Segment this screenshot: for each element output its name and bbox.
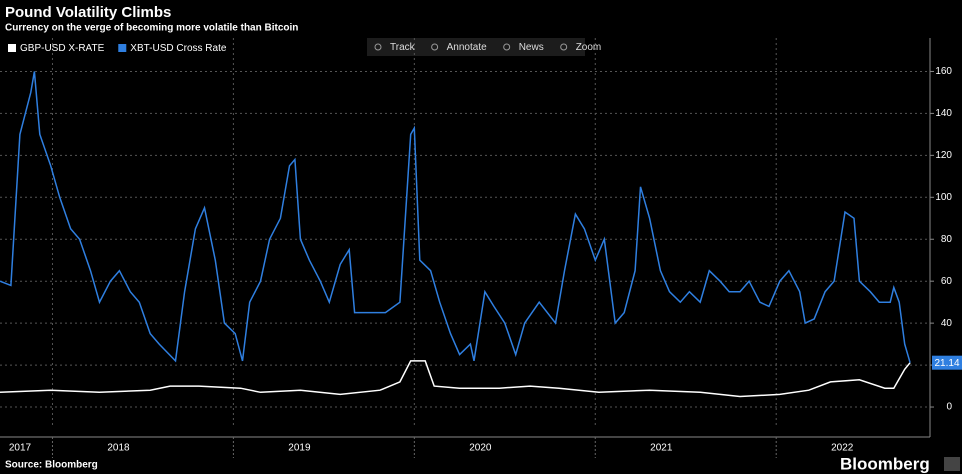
brand-logo: Bloomberg — [840, 454, 930, 473]
x-tick-label: 2022 — [831, 443, 854, 454]
toolbar-button[interactable]: Annotate — [447, 42, 487, 53]
x-tick-label: 2020 — [469, 443, 492, 454]
y-tick-label: 160 — [935, 66, 952, 77]
toolbar-button[interactable]: Zoom — [576, 42, 602, 53]
y-tick-label: 120 — [935, 150, 952, 161]
last-value-label: 21.14 — [934, 358, 959, 369]
x-tick-label: 2019 — [288, 443, 311, 454]
logo-icon — [944, 457, 960, 471]
x-tick-label: 2017 — [9, 443, 32, 454]
legend-label: GBP-USD X-RATE — [20, 43, 105, 54]
chart-subtitle: Currency on the verge of becoming more v… — [5, 23, 298, 34]
toolbar — [367, 38, 585, 56]
y-tick-label: 140 — [935, 108, 952, 119]
chart-title: Pound Volatility Climbs — [5, 4, 171, 21]
legend-label: XBT-USD Cross Rate — [130, 43, 227, 54]
legend-swatch — [118, 44, 127, 52]
toolbar-icon — [374, 43, 382, 51]
legend-swatch — [8, 44, 16, 52]
x-tick-label: 2018 — [107, 443, 130, 454]
y-tick-label: 0 — [946, 402, 952, 413]
toolbar-button[interactable]: News — [519, 42, 544, 53]
y-tick-label: 40 — [941, 318, 953, 329]
y-tick-label: 60 — [941, 276, 953, 287]
last-value-tag — [932, 355, 962, 370]
y-tick-label: 100 — [935, 192, 952, 203]
toolbar-icon — [431, 43, 439, 51]
series-line — [0, 71, 911, 363]
x-tick-label: 2021 — [650, 443, 673, 454]
series-line — [0, 360, 911, 398]
toolbar-icon — [560, 43, 568, 51]
toolbar-button[interactable]: Track — [390, 42, 416, 53]
y-tick-label: 80 — [941, 234, 953, 245]
toolbar-icon — [503, 43, 511, 51]
source: Source: Bloomberg — [5, 460, 98, 471]
